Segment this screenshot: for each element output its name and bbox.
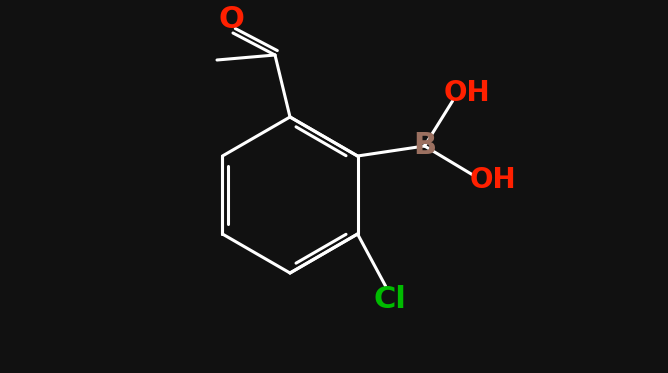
Text: Cl: Cl xyxy=(373,285,406,314)
Text: OH: OH xyxy=(469,166,516,194)
Text: B: B xyxy=(413,132,436,160)
Text: O: O xyxy=(218,4,244,34)
Text: OH: OH xyxy=(444,79,490,107)
